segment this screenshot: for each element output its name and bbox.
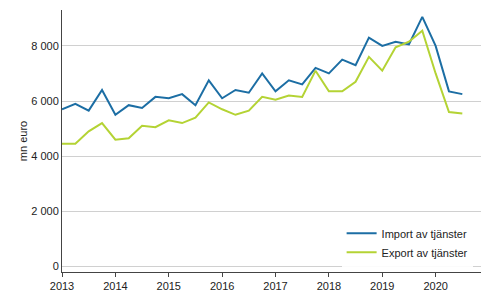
svg-text:Export av tjänster: Export av tjänster <box>382 247 468 259</box>
svg-text:2 000: 2 000 <box>31 205 59 217</box>
svg-text:4 000: 4 000 <box>31 150 59 162</box>
svg-text:0: 0 <box>53 260 59 272</box>
svg-text:2015: 2015 <box>157 280 181 292</box>
svg-text:2016: 2016 <box>210 280 234 292</box>
svg-text:Import av tjänster: Import av tjänster <box>382 228 467 240</box>
svg-text:6 000: 6 000 <box>31 95 59 107</box>
svg-text:2013: 2013 <box>50 280 74 292</box>
svg-text:2018: 2018 <box>317 280 341 292</box>
svg-text:2017: 2017 <box>263 280 287 292</box>
svg-text:2019: 2019 <box>370 280 394 292</box>
svg-text:mn euro: mn euro <box>17 121 29 161</box>
svg-text:8 000: 8 000 <box>31 40 59 52</box>
svg-text:2014: 2014 <box>103 280 127 292</box>
svg-text:2020: 2020 <box>423 280 447 292</box>
